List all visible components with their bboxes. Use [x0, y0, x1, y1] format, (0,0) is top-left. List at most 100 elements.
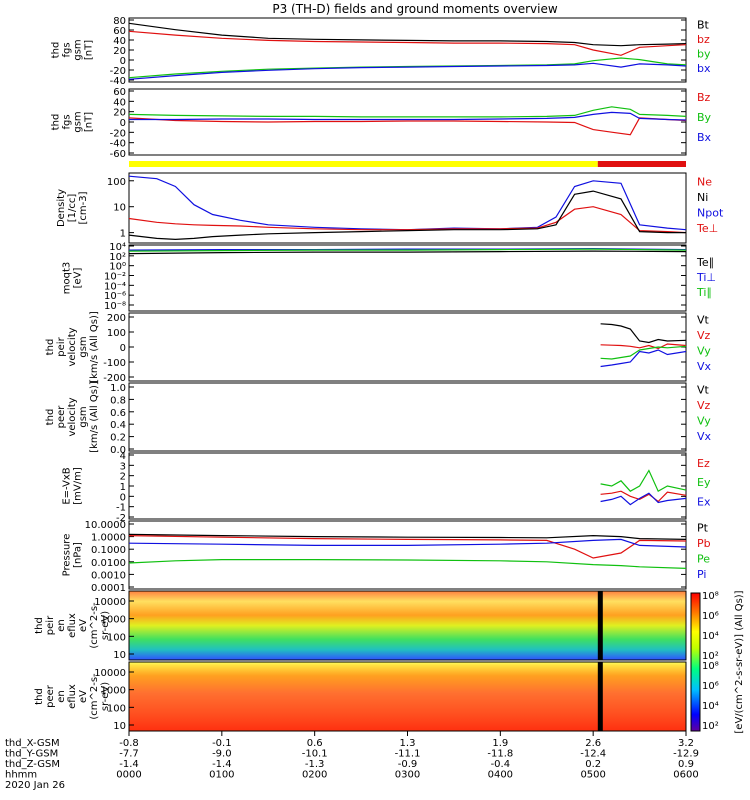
pressure-tick-label: 0.1000 — [91, 545, 126, 556]
electron-velocity-legend-item: Vt — [697, 384, 710, 397]
mode-bar-segment — [129, 161, 598, 167]
electron-spectrogram-ylabel: peer — [45, 684, 56, 708]
electron-velocity-ylabel: velocity — [67, 397, 78, 436]
electron-velocity-tick-label: 0.6 — [110, 408, 126, 419]
fgs-panel-1-series-bx — [128, 62, 687, 80]
pressure-series-Pe — [128, 558, 687, 569]
x-row-label: thd_Z-GSM — [5, 759, 60, 770]
electron-spectrogram-tick-label: 100 — [107, 703, 126, 714]
colorbar-tick-label: 10⁶ — [702, 611, 719, 622]
x-tick-label: 2.6 — [585, 738, 601, 749]
electron-velocity-frame — [128, 382, 687, 452]
ion-spectrogram-ylabel: thd — [34, 617, 45, 634]
x-tick-label: 0600 — [673, 770, 698, 781]
ion-velocity-tick-label: -200 — [103, 373, 126, 384]
x-tick-label: 0.6 — [307, 738, 323, 749]
pressure-legend-item: Pi — [697, 568, 706, 581]
electron-spectrogram-ylabel: en — [56, 690, 67, 703]
density-ylabel: [1/cc] — [67, 194, 78, 223]
ion-spectrogram-frame — [128, 590, 687, 661]
x-tick-label: 0300 — [395, 770, 420, 781]
electron-spectrogram-tick-label: 10000 — [94, 668, 126, 679]
pressure-tick-label: 0.0001 — [91, 583, 126, 594]
colorbar-tick-label: 10² — [702, 651, 719, 662]
fgs-panel-1-tick-label: 40 — [113, 36, 126, 47]
fgs-panel-2-legend-item: Bx — [697, 131, 712, 144]
efield-series-Ex — [600, 492, 687, 506]
temperature-series-Te∥ — [128, 250, 687, 255]
colorbar-tick-label: 10⁸ — [702, 591, 719, 602]
x-tick-label: -1.4 — [119, 759, 139, 770]
colorbar-tick-label: 10⁴ — [702, 631, 719, 642]
ion-velocity-legend-item: Vx — [697, 360, 712, 373]
x-row-label: thd_X-GSM — [5, 738, 60, 749]
fgs-panel-2-ylabel: [nT] — [84, 112, 95, 132]
efield-series-Ey — [600, 469, 687, 493]
ion-spectrogram-ylabel: peir — [45, 615, 56, 635]
density-tick-label: 10 — [113, 203, 126, 214]
density-series-Ne — [128, 206, 687, 234]
ion-spectrogram-image — [129, 591, 686, 660]
x-tick-label: -11.1 — [395, 749, 421, 760]
temperature-tick-label: 10⁻⁸ — [104, 301, 126, 312]
efield-tick-label: 2 — [120, 472, 126, 483]
x-tick-label: 1.9 — [492, 738, 508, 749]
efield-tick-label: -1 — [116, 503, 126, 514]
temperature-tick-label: 10⁻⁴ — [104, 281, 126, 292]
ion-spectrogram-tick-label: 1000 — [101, 615, 126, 626]
ion-velocity-series-Vz — [600, 343, 687, 350]
electron-velocity-tick-label: 0.8 — [110, 395, 126, 406]
fgs-panel-1-legend-item: by — [697, 47, 711, 60]
temperature-tick-label: 10⁴ — [109, 242, 126, 253]
fgs-panel-2-tick-label: 0 — [120, 118, 126, 129]
ion-spectrogram-ylabel: sr-eV) — [100, 611, 111, 640]
fgs-panel-1-tick-label: 80 — [113, 16, 126, 27]
ion-velocity-tick-label: -100 — [103, 358, 126, 369]
pressure-tick-label: 10.0000 — [85, 520, 126, 531]
x-tick-label: 0400 — [488, 770, 513, 781]
colorbar-frame — [690, 592, 701, 732]
colorbar-tick-label: 10⁸ — [702, 661, 719, 672]
x-tick-label: -0.8 — [119, 738, 139, 749]
ion-spectrogram-gap — [597, 591, 603, 660]
x-tick-label: 1.3 — [400, 738, 416, 749]
fgs-panel-1-ylabel: fgs — [62, 42, 73, 57]
electron-spectrogram-ylabel: thd — [34, 688, 45, 705]
pressure-frame — [128, 520, 687, 590]
electron-spectrogram-image — [129, 662, 686, 731]
x-tick-label: 0.9 — [678, 759, 694, 770]
ion-velocity-ylabel: thd — [45, 339, 56, 356]
colorbar-tick-label: 10² — [702, 721, 719, 732]
x-tick-label: 0100 — [209, 770, 234, 781]
electron-spectrogram-tick-label: 10 — [113, 721, 126, 732]
density-series-Ni — [128, 190, 686, 241]
fgs-panel-2-frame — [128, 88, 687, 156]
colorbar — [691, 593, 700, 731]
mode-bar-segment — [597, 161, 686, 167]
x-tick-label: -11.8 — [487, 749, 513, 760]
fgs-panel-1-series-Bt — [128, 22, 687, 47]
fgs-panel-2-series-By — [128, 106, 687, 118]
fgs-panel-1-legend-item: bx — [697, 62, 711, 75]
ion-velocity-series-Vx — [600, 349, 687, 368]
colorbar-tick-label: 10⁴ — [702, 701, 719, 712]
x-tick-label: -12.4 — [580, 749, 606, 760]
temperature-tick-label: 10⁻⁶ — [104, 291, 126, 302]
x-tick-label: -0.1 — [212, 738, 232, 749]
electron-velocity-ylabel: thd — [45, 409, 56, 426]
fgs-panel-1-tick-label: 20 — [113, 46, 126, 57]
efield-ylabel: E=-VxB — [62, 467, 73, 504]
electron-velocity-ylabel: [km/s (All Qs)] — [89, 381, 100, 453]
electron-velocity-tick-label: 1.0 — [110, 383, 126, 394]
density-legend-item: Ni — [697, 191, 708, 204]
density-frame — [128, 172, 687, 244]
temperature-tick-label: 10⁰ — [109, 262, 126, 273]
density-tick-label: 1 — [120, 229, 126, 240]
efield-series-Ez — [600, 490, 687, 503]
ion-velocity-ylabel: [km/s (All Qs)] — [89, 311, 100, 383]
ion-velocity-tick-label: 100 — [107, 328, 126, 339]
ion-velocity-frame — [128, 312, 687, 382]
ion-spectrogram-ylabel: en — [56, 619, 67, 632]
density-ylabel: [cm-3] — [78, 191, 89, 224]
